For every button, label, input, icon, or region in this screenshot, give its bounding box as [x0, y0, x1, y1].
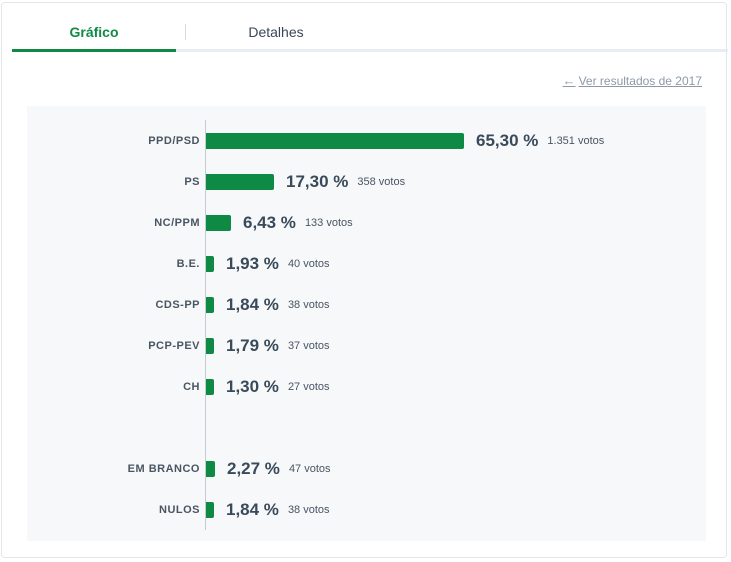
- result-bar: [206, 256, 214, 272]
- result-row: CDS-PP 1,84 % 38 votos: [27, 295, 706, 315]
- tab-grafico[interactable]: Gráfico: [12, 19, 176, 52]
- party-label: PCP-PEV: [148, 340, 200, 352]
- result-row: PPD/PSD 65,30 % 1.351 votos: [27, 131, 706, 151]
- result-values: 65,30 % 1.351 votos: [476, 131, 604, 151]
- votes-label: 38 votos: [287, 299, 330, 311]
- percent-label: 2,27 %: [227, 459, 280, 478]
- result-row: NC/PPM 6,43 % 133 votos: [27, 213, 706, 233]
- result-values: 17,30 % 358 votos: [286, 172, 405, 192]
- tab-detalhes[interactable]: Detalhes: [248, 24, 304, 40]
- party-label: EM BRANCO: [127, 463, 200, 475]
- result-row: NULOS 1,84 % 38 votos: [27, 500, 706, 520]
- party-label: CDS-PP: [155, 299, 200, 311]
- result-values: 1,93 % 40 votos: [226, 254, 330, 274]
- result-row: PS 17,30 % 358 votos: [27, 172, 706, 192]
- percent-label: 1,93 %: [226, 254, 279, 273]
- result-values: 1,84 % 38 votos: [226, 500, 330, 520]
- votes-label: 40 votos: [287, 258, 330, 270]
- arrow-left-icon: ←: [562, 73, 576, 88]
- party-label: B.E.: [176, 258, 200, 270]
- tab-divider: [185, 24, 186, 40]
- result-values: 6,43 % 133 votos: [243, 213, 353, 233]
- party-label: CH: [183, 381, 200, 393]
- votes-label: 1.351 votos: [547, 135, 605, 147]
- result-bar: [206, 338, 214, 354]
- chart-panel: PPD/PSD 65,30 % 1.351 votos PS 17,30 % 358 vo…: [27, 106, 706, 541]
- result-bar: [206, 215, 231, 231]
- result-values: 1,79 % 37 votos: [226, 336, 330, 356]
- result-row: CH 1,30 % 27 votos: [27, 377, 706, 397]
- result-row: B.E. 1,93 % 40 votos: [27, 254, 706, 274]
- result-bar: [206, 174, 274, 190]
- party-label: PPD/PSD: [148, 135, 200, 147]
- percent-label: 1,79 %: [226, 336, 279, 355]
- result-row: EM BRANCO 2,27 % 47 votos: [27, 459, 706, 479]
- result-row: PCP-PEV 1,79 % 37 votos: [27, 336, 706, 356]
- result-bar: [206, 461, 215, 477]
- percent-label: 65,30 %: [476, 131, 539, 150]
- chart-axis: [205, 120, 206, 530]
- percent-label: 1,84 %: [226, 500, 279, 519]
- result-bar: [206, 379, 214, 395]
- votes-label: 38 votos: [287, 504, 330, 516]
- tab-bar: Gráfico Detalhes: [12, 19, 728, 52]
- votes-label: 37 votos: [287, 340, 330, 352]
- votes-label: 27 votos: [287, 381, 330, 393]
- party-label: PS: [184, 176, 200, 188]
- percent-label: 6,43 %: [243, 213, 296, 232]
- party-label: NC/PPM: [154, 217, 200, 229]
- result-values: 2,27 % 47 votos: [227, 459, 331, 479]
- result-values: 1,84 % 38 votos: [226, 295, 330, 315]
- percent-label: 1,30 %: [226, 377, 279, 396]
- party-label: NULOS: [159, 504, 200, 516]
- votes-label: 358 votos: [357, 176, 406, 188]
- result-values: 1,30 % 27 votos: [226, 377, 330, 397]
- votes-label: 47 votos: [288, 463, 331, 475]
- percent-label: 17,30 %: [286, 172, 349, 191]
- previous-results-label: Ver resultados de 2017: [578, 73, 702, 88]
- result-bar: [206, 133, 464, 149]
- result-bar: [206, 502, 214, 518]
- result-bar: [206, 297, 214, 313]
- votes-label: 133 votos: [304, 217, 353, 229]
- percent-label: 1,84 %: [226, 295, 279, 314]
- previous-results-link[interactable]: ← Ver resultados de 2017: [563, 73, 702, 88]
